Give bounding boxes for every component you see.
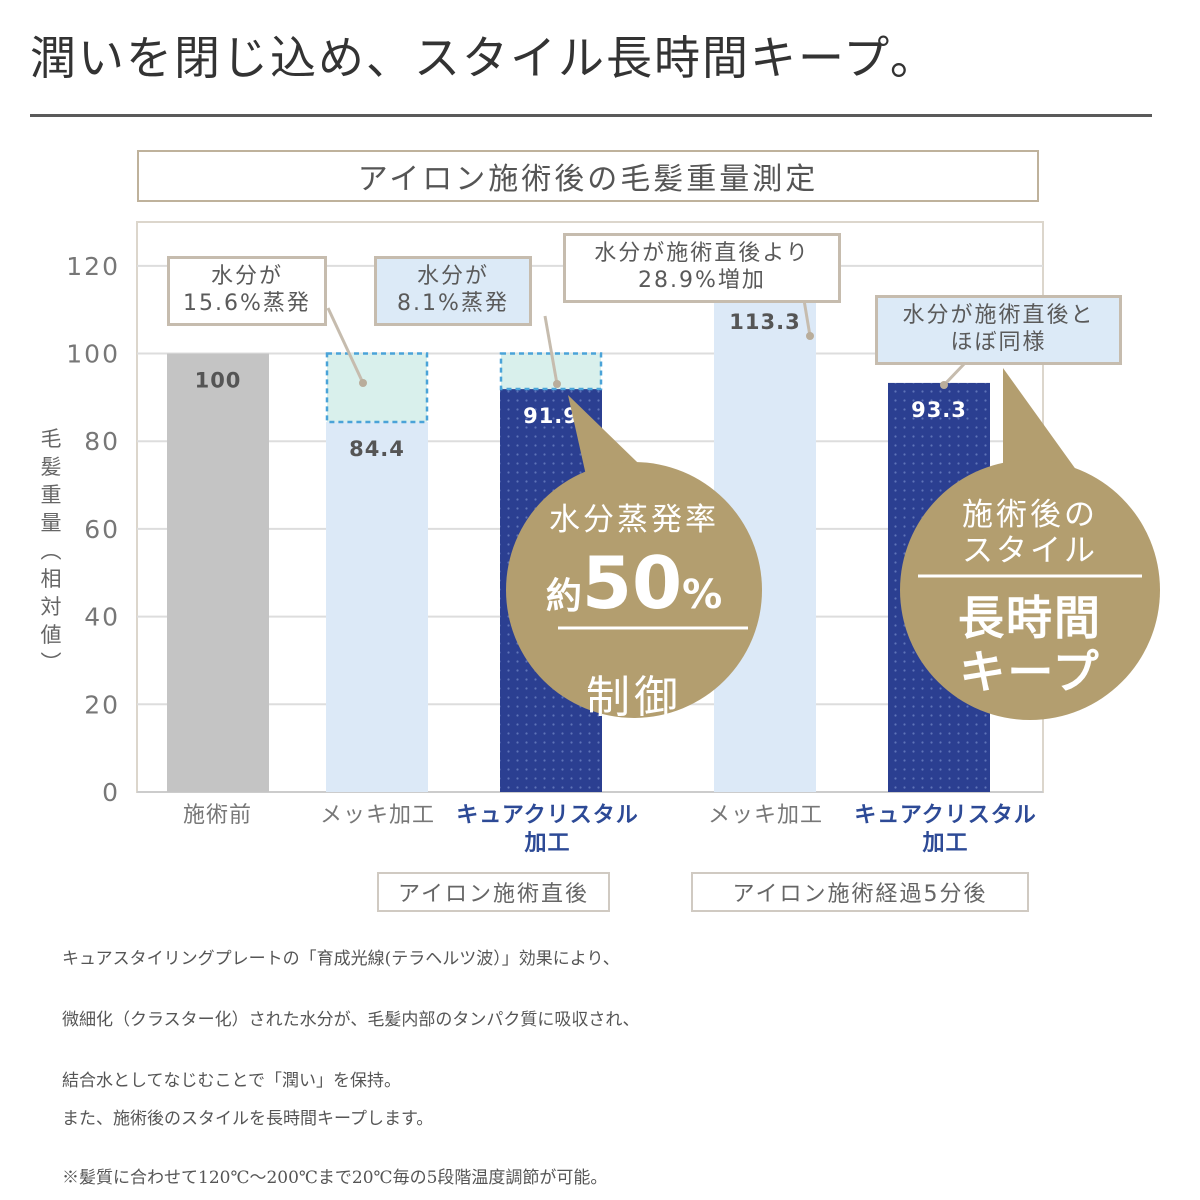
- group-label-5min-after: アイロン施術経過5分後: [691, 872, 1029, 912]
- annotation-cure-after: 水分が 8.1%蒸発: [374, 256, 532, 326]
- category-label-cure-after: キュアクリスタル 加工: [456, 803, 639, 856]
- badge-right-pointer: [1003, 368, 1082, 478]
- category-label-cure-5min: キュアクリスタル 加工: [854, 803, 1037, 856]
- y-tick-label-80: 80: [84, 427, 120, 456]
- value-label-1: 84.4: [349, 437, 405, 461]
- callout-connector-2: [802, 299, 812, 337]
- callout-connector-0: [326, 307, 365, 384]
- callout-dot-1: [553, 380, 561, 388]
- description-line-2: 微細化（クラスター化）された水分が、毛髪内部のタンパク質に吸収され、: [62, 1010, 640, 1030]
- annotation-plating-5min: 水分が施術直後より 28.9%増加: [563, 233, 841, 303]
- category-label-before: 施術前: [182, 803, 252, 828]
- evaporated-ghost-2: [499, 352, 603, 391]
- headline: 潤いを閉じ込め、スタイル長時間キープ。: [30, 31, 938, 85]
- y-tick-label-120: 120: [66, 252, 120, 281]
- y-tick-label-40: 40: [84, 603, 120, 632]
- badge-evaporation-rate: 水分蒸発率 約50% 制御: [545, 502, 723, 723]
- value-label-0: 100: [195, 369, 242, 393]
- description-line-3: 結合水としてなじむことで「潤い」を保持。: [62, 1071, 401, 1091]
- badge-left-circle: [506, 462, 762, 718]
- callout-connector-3: [942, 360, 968, 387]
- callout-dot-2: [806, 332, 814, 340]
- description-note: ※髪質に合わせて120℃〜200℃まで20℃毎の5段階温度調節が可能。: [62, 1168, 608, 1188]
- y-tick-label-0: 0: [102, 778, 120, 807]
- y-tick-label-60: 60: [84, 515, 120, 544]
- callout-connector-1: [543, 315, 559, 385]
- y-tick-label-100: 100: [66, 340, 120, 369]
- callout-dot-3: [940, 381, 948, 389]
- badge-long-keep: 施術後の スタイル 長時間 キープ: [958, 497, 1102, 699]
- annotation-cure-5min: 水分が施術直後と ほぼ同様: [875, 295, 1122, 365]
- y-axis-label: 毛髪重量 ︵ 相対値 ︶: [40, 427, 62, 675]
- group-label-after-iron: アイロン施術直後: [377, 872, 610, 912]
- evaporated-ghost-1: [325, 352, 429, 424]
- value-label-2: 91.9: [523, 404, 579, 428]
- value-label-4: 93.3: [911, 398, 967, 422]
- y-tick-label-20: 20: [84, 690, 120, 719]
- category-label-plating-after: メッキ加工: [319, 803, 435, 828]
- description-line-4: また、施術後のスタイルを長時間キープします。: [62, 1109, 434, 1129]
- badge-right-circle: [900, 460, 1160, 720]
- description-line-1: キュアスタイリングプレートの「育成光線(テラヘルツ波）」効果により、: [62, 949, 620, 969]
- value-label-3: 113.3: [729, 310, 800, 334]
- category-label-plating-5min: メッキ加工: [707, 803, 823, 828]
- annotation-plating-after: 水分が 15.6%蒸発: [167, 256, 327, 326]
- bar-1: [326, 421, 428, 792]
- chart-title: アイロン施術後の毛髪重量測定: [137, 150, 1039, 202]
- headline-divider: [30, 114, 1152, 117]
- callout-dot-0: [359, 379, 367, 387]
- bar-0: [167, 353, 269, 792]
